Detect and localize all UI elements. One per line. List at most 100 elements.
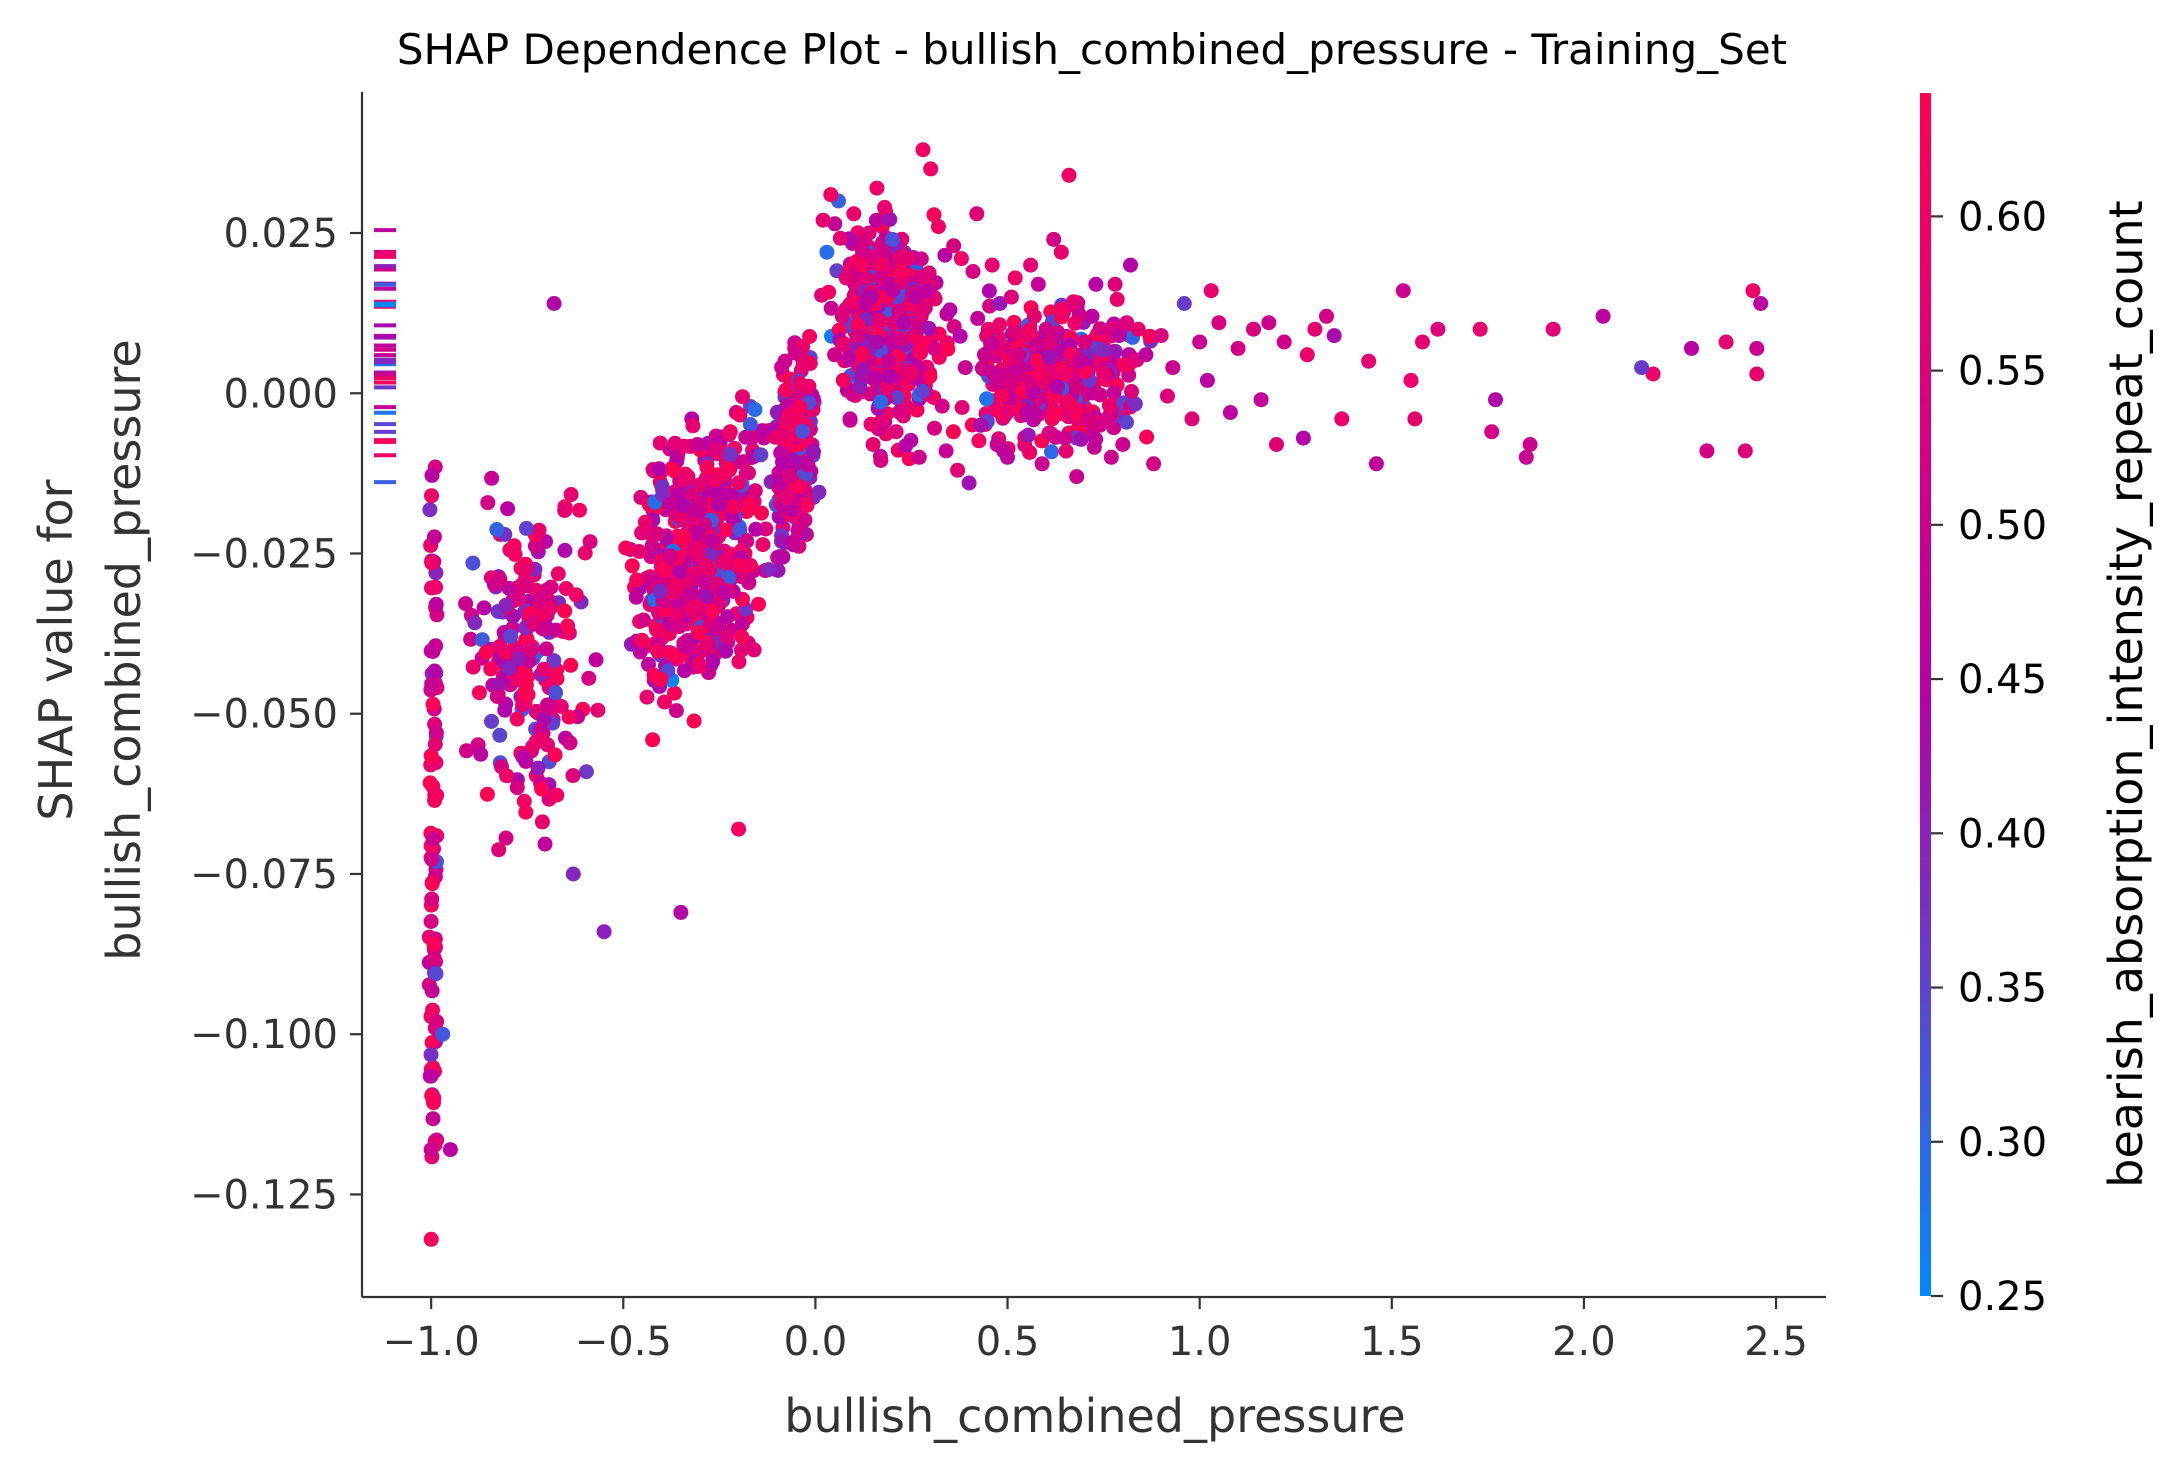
data-point: [1299, 347, 1315, 363]
y-tick-label: 0.025: [223, 211, 338, 257]
data-point: [686, 713, 702, 729]
data-point: [884, 231, 900, 247]
colorbar-tick-label: 0.60: [1958, 194, 2047, 240]
data-point: [424, 1035, 440, 1051]
x-tick-label: 1.5: [1360, 1319, 1424, 1365]
data-point: [707, 441, 723, 457]
data-point: [1269, 437, 1284, 452]
data-point: [761, 562, 777, 578]
y-tick-label: 0.000: [223, 371, 338, 417]
data-point: [424, 488, 439, 504]
data-point: [984, 335, 1000, 351]
data-point: [1146, 456, 1162, 472]
x-tick-label: 0.0: [784, 1319, 848, 1365]
data-point: [961, 475, 977, 491]
data-point: [877, 199, 893, 215]
y-axis-label: SHAP value for bullish_combined_pressure: [29, 339, 151, 960]
x-tick-label: 1.0: [1168, 1319, 1232, 1365]
data-point: [1246, 321, 1261, 337]
data-point: [518, 562, 533, 577]
data-point: [981, 283, 997, 299]
data-point: [548, 685, 564, 701]
data-point: [977, 347, 992, 363]
data-point: [898, 438, 914, 454]
data-point: [1368, 456, 1384, 472]
data-point: [581, 670, 597, 686]
data-point: [1718, 334, 1734, 350]
data-point: [1192, 334, 1208, 350]
data-point: [780, 490, 796, 506]
data-point: [1295, 430, 1311, 446]
data-point: [1084, 308, 1100, 324]
data-point: [652, 583, 668, 599]
data-point: [942, 302, 958, 318]
data-point: [1088, 431, 1104, 447]
data-point: [1061, 167, 1077, 183]
data-point: [1006, 324, 1022, 340]
data-point: [1395, 283, 1411, 299]
data-point: [861, 225, 877, 241]
data-point: [734, 629, 750, 645]
chart-title: SHAP Dependence Plot - bullish_combined_…: [397, 25, 1787, 74]
data-point: [1127, 396, 1143, 412]
data-point: [715, 468, 731, 484]
data-point: [668, 703, 684, 719]
data-point: [821, 284, 837, 300]
data-point: [553, 699, 569, 714]
data-point: [1253, 392, 1269, 408]
data-point: [428, 579, 444, 595]
data-point: [489, 522, 505, 537]
data-point: [423, 1068, 439, 1084]
data-point: [1067, 315, 1083, 331]
data-point: [557, 503, 573, 518]
data-point: [424, 891, 440, 907]
data-point: [1096, 366, 1112, 382]
data-point: [1111, 328, 1127, 344]
data-point: [834, 308, 850, 324]
data-point: [1092, 387, 1108, 403]
data-point: [792, 399, 808, 415]
data-point: [1031, 365, 1047, 381]
data-point: [889, 390, 905, 406]
data-point: [423, 1047, 439, 1063]
data-point: [739, 533, 755, 549]
data-point: [690, 625, 706, 641]
x-tick-label: 2.0: [1552, 1319, 1616, 1365]
data-point: [1415, 334, 1430, 350]
data-point: [722, 446, 738, 462]
data-point: [1020, 427, 1036, 443]
data-point: [934, 398, 950, 414]
data-point: [1276, 334, 1292, 350]
data-point: [1073, 431, 1089, 447]
data-point: [1038, 321, 1054, 337]
data-point: [1042, 349, 1058, 365]
data-point: [692, 477, 708, 493]
data-point: [423, 1142, 439, 1158]
data-point: [970, 310, 986, 326]
data-point: [776, 426, 792, 442]
data-point: [832, 230, 848, 246]
data-point: [1595, 308, 1611, 324]
data-point: [435, 1026, 451, 1042]
data-point: [1203, 283, 1219, 299]
data-point: [516, 667, 532, 683]
data-point: [498, 597, 514, 613]
data-point: [1021, 373, 1037, 389]
y-axis-ticks: 0.025 0.000 −0.025 −0.050 −0.075 −0.100 −0.125: [190, 211, 362, 1218]
data-point: [1230, 340, 1246, 356]
colorbar-tick-label: 0.55: [1958, 349, 2047, 395]
y-axis-label-line1: SHAP value for: [29, 479, 83, 820]
data-point: [563, 487, 579, 502]
data-point: [700, 636, 716, 652]
data-point: [499, 768, 515, 784]
data-point: [523, 642, 539, 658]
data-point: [742, 417, 758, 432]
data-point: [656, 561, 672, 577]
data-point: [992, 296, 1008, 311]
data-point: [628, 589, 644, 605]
data-point: [681, 515, 697, 531]
data-point: [424, 983, 440, 999]
data-point: [518, 804, 534, 820]
data-point: [1044, 444, 1059, 460]
data-point: [537, 836, 553, 852]
